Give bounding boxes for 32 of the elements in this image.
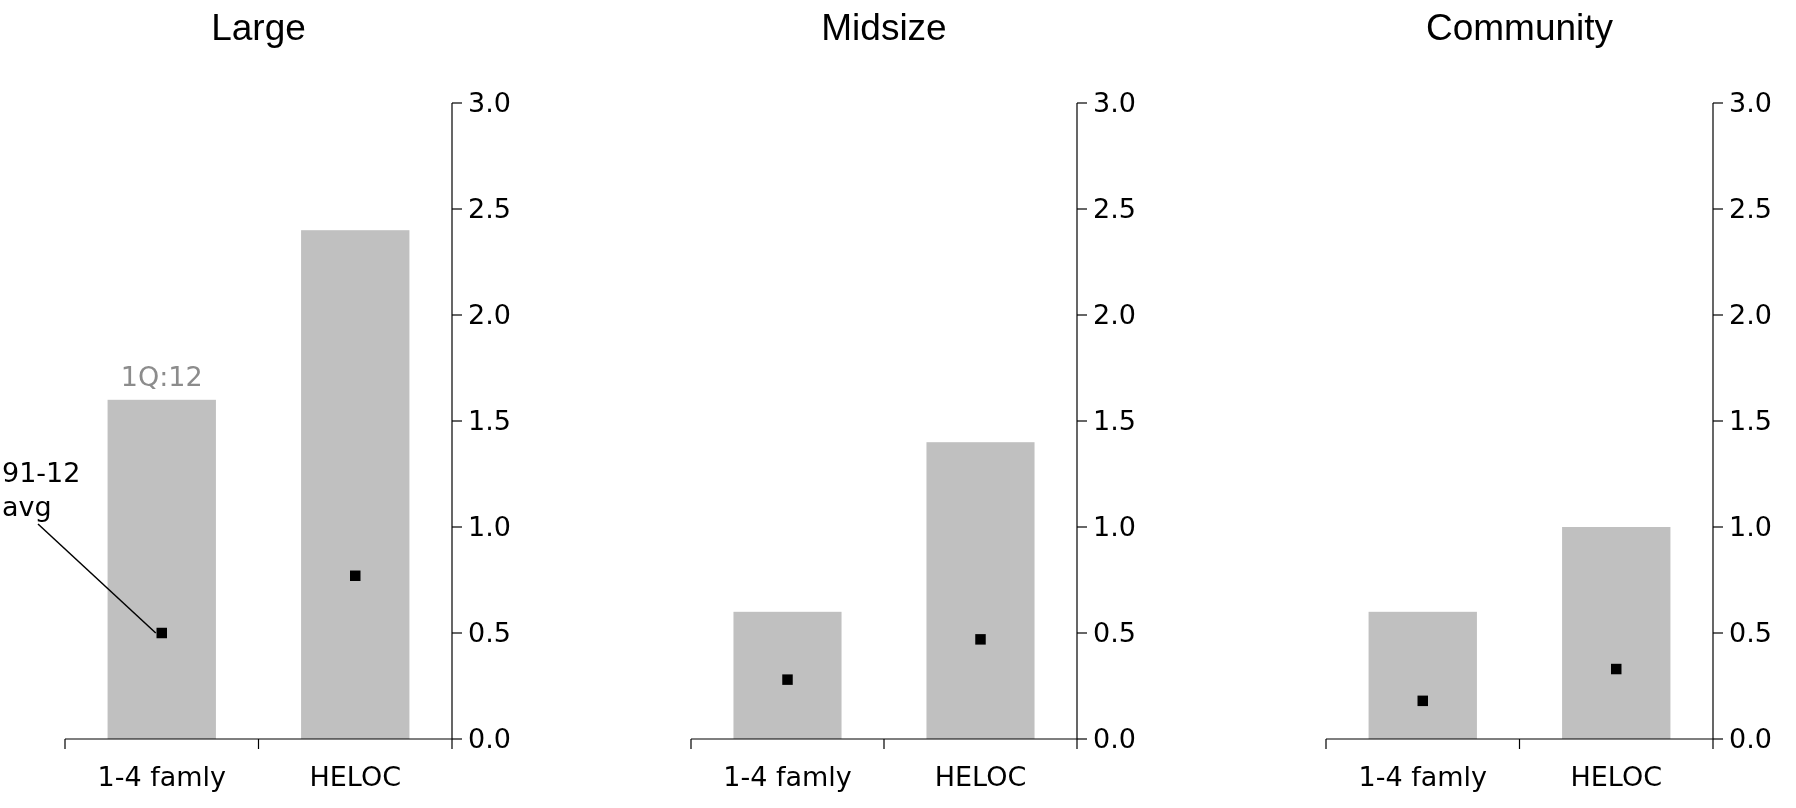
y-tick-label: 2.5 xyxy=(468,193,511,225)
chart-title: Midsize xyxy=(821,7,947,48)
y-tick-label: 1.5 xyxy=(1729,405,1772,437)
y-tick-label: 2.0 xyxy=(1729,299,1772,331)
y-tick-label: 1.5 xyxy=(468,405,511,437)
x-tick-label: HELOC xyxy=(1570,761,1663,792)
y-tick-label: 2.5 xyxy=(1093,193,1136,225)
x-tick-label: HELOC xyxy=(309,761,402,792)
y-tick-label: 1.5 xyxy=(1093,405,1136,437)
chart-title: Community xyxy=(1425,7,1614,48)
y-tick-label: 0.0 xyxy=(468,723,511,755)
y-tick-label: 3.0 xyxy=(1093,87,1136,119)
x-tick-label: 1-4 famly xyxy=(97,761,227,792)
x-tick-label: 1-4 famly xyxy=(723,761,852,792)
annotation: 91-12 avg xyxy=(2,457,81,522)
y-tick-label: 3.0 xyxy=(1729,87,1772,119)
y-tick-label: 0.0 xyxy=(1093,723,1136,755)
y-tick-label: 1.0 xyxy=(1093,511,1136,543)
y-tick-label: 0.0 xyxy=(1729,723,1772,755)
y-tick-label: 2.0 xyxy=(1093,299,1136,331)
y-tick-label: 0.5 xyxy=(1729,617,1772,649)
annotation: 1Q:12 xyxy=(120,360,203,392)
chart-title: Large xyxy=(211,7,306,48)
y-tick-label: 2.0 xyxy=(468,299,511,331)
y-tick-label: 0.5 xyxy=(468,617,511,649)
y-tick-label: 2.5 xyxy=(1729,193,1772,225)
x-tick-label: HELOC xyxy=(934,761,1027,792)
y-tick-label: 0.5 xyxy=(1093,617,1136,649)
y-tick-label: 1.0 xyxy=(468,511,511,543)
y-tick-label: 3.0 xyxy=(468,87,511,119)
x-tick-label: 1-4 famly xyxy=(1358,761,1488,792)
y-tick-label: 1.0 xyxy=(1729,511,1772,543)
